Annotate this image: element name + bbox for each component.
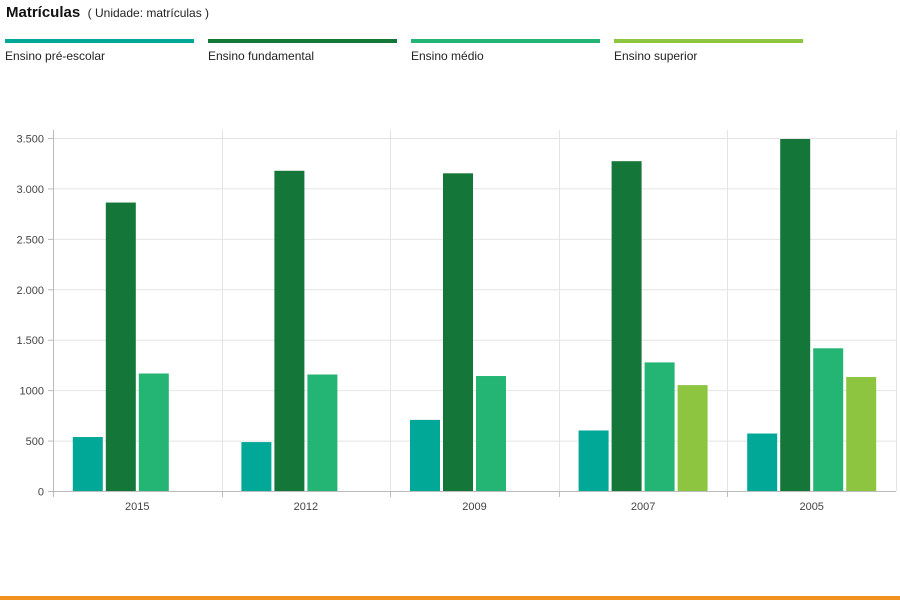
bar bbox=[138, 373, 169, 491]
legend-label: Ensino fundamental bbox=[208, 49, 315, 63]
legend-label: Ensino superior bbox=[614, 49, 698, 63]
bar bbox=[747, 433, 778, 491]
x-tick-label: 2012 bbox=[294, 501, 318, 513]
bar bbox=[677, 385, 708, 491]
y-tick-label: 2.000 bbox=[16, 285, 44, 297]
legend-swatch bbox=[614, 39, 803, 43]
chart-legend: Ensino pré-escolar Ensino fundamental Ensi… bbox=[5, 39, 895, 69]
legend-item[interactable]: Ensino fundamental bbox=[208, 39, 397, 63]
legend-label: Ensino pré-escolar bbox=[5, 49, 106, 63]
bar bbox=[780, 139, 811, 491]
chart-header: Matrículas ( Unidade: matrículas ) bbox=[6, 4, 209, 22]
x-tick-label: 2005 bbox=[799, 501, 823, 513]
y-tick-label: 3.500 bbox=[16, 134, 44, 146]
x-tick-label: 2007 bbox=[631, 501, 655, 513]
bar bbox=[846, 377, 877, 491]
legend-item[interactable]: Ensino médio bbox=[411, 39, 600, 63]
x-tick-label: 2015 bbox=[125, 501, 149, 513]
bar bbox=[274, 170, 305, 491]
bar bbox=[241, 442, 272, 491]
bar bbox=[105, 202, 136, 491]
x-tick-label: 2009 bbox=[462, 501, 486, 513]
y-tick-label: 500 bbox=[26, 436, 44, 448]
bar bbox=[813, 348, 844, 491]
y-tick-label: 0 bbox=[38, 487, 44, 499]
bar bbox=[476, 376, 506, 491]
y-tick-label: 2.500 bbox=[16, 234, 44, 246]
bar bbox=[578, 430, 609, 491]
y-tick-label: 1.500 bbox=[16, 335, 44, 347]
chart-unit: ( Unidade: matrículas ) bbox=[87, 6, 210, 20]
legend-swatch bbox=[5, 39, 194, 43]
chart-title: Matrículas bbox=[6, 4, 81, 21]
legend-swatch bbox=[411, 39, 600, 43]
legend-item[interactable]: Ensino pré-escolar bbox=[5, 39, 194, 63]
bar bbox=[443, 173, 473, 492]
bar bbox=[611, 161, 642, 491]
legend-label: Ensino médio bbox=[411, 49, 484, 63]
legend-swatch bbox=[208, 39, 397, 43]
bar bbox=[644, 362, 675, 491]
bar bbox=[307, 374, 338, 491]
legend-item[interactable]: Ensino superior bbox=[614, 39, 803, 63]
y-tick-label: 1000 bbox=[20, 386, 44, 398]
y-tick-label: 3.000 bbox=[16, 184, 44, 196]
bar bbox=[410, 419, 440, 491]
footer-accent-bar bbox=[0, 596, 900, 600]
bar bbox=[72, 437, 103, 491]
